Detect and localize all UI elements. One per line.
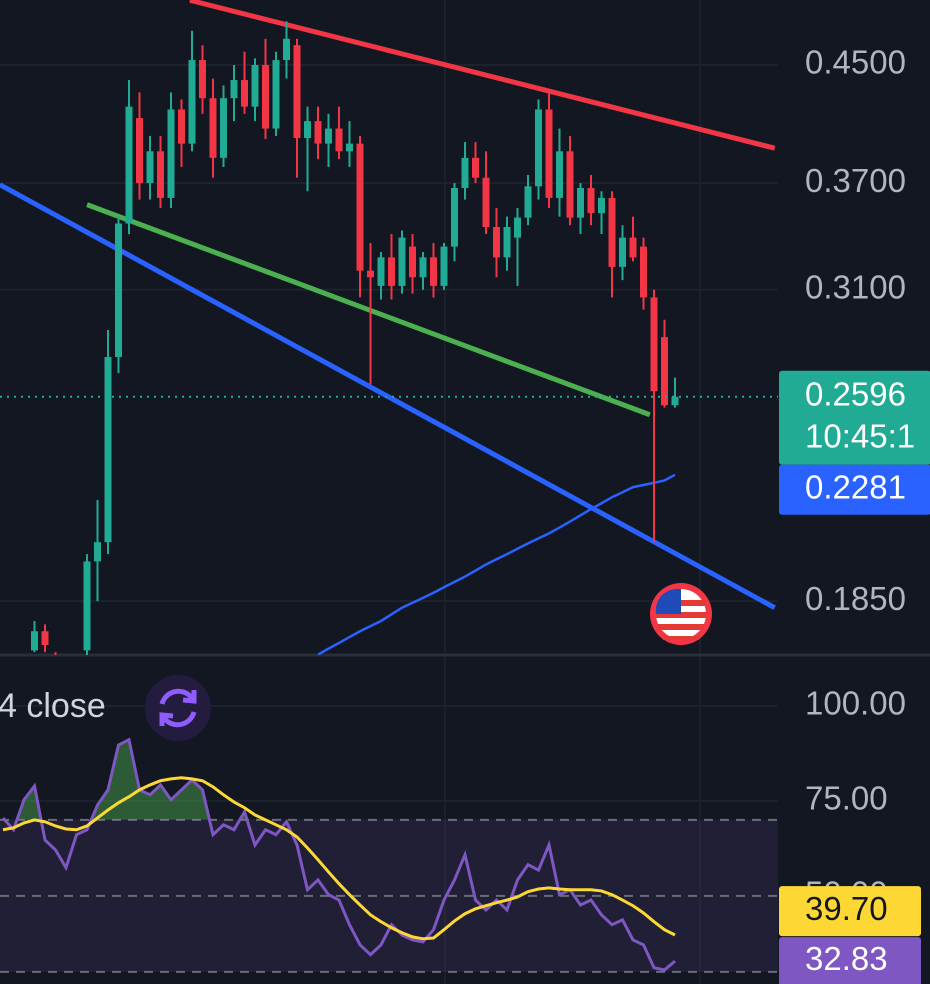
candle-body [503,227,511,258]
candle-body [640,246,647,298]
candle-body [440,246,448,286]
indicator-line [2,776,676,941]
candle-body [167,109,175,198]
candle-body [587,187,595,214]
last-price-label: 0.2596 [805,376,906,413]
candle-body [41,631,49,646]
candle-body [178,109,185,144]
ma-value-box [779,886,921,937]
candle-body [262,64,269,129]
ma-price-label: 0.2281 [805,469,906,506]
indicator-label: 4 close [0,687,106,725]
candle-body [241,80,248,107]
candle-body [209,98,217,158]
candle-body [314,121,322,144]
indicator-line [1,737,676,972]
candle-body [482,177,490,228]
candle-body [514,217,521,238]
candle-body [115,223,122,358]
candle-body [545,109,553,198]
candle-body [325,128,332,144]
candle-body [419,257,427,278]
candle-body [104,357,112,543]
ma-price-box [779,464,930,515]
y-tick-label: 0.1850 [805,580,906,617]
candle-body [335,128,343,152]
candle-body [251,64,259,107]
candle-body [451,187,458,247]
overbought-fill [3,739,248,820]
y-tick-label: 0.3700 [805,162,906,199]
y-tick-label: 75.00 [805,780,888,817]
ma-value-label: 39.70 [805,890,888,927]
candle-body [619,237,626,267]
candle-body [493,227,500,258]
candle-body [346,143,353,152]
candle-body [125,106,133,224]
candle-body [31,631,38,651]
y-tick-label: 0.4500 [805,44,906,81]
countdown-label: 10:45:1 [805,418,915,455]
last-price-box [779,370,930,465]
price-pane [0,0,778,655]
y-tick-label: 100.00 [805,685,906,722]
candle-body [94,542,101,562]
candle-body [293,45,301,139]
candle-body [650,297,658,392]
candle-body [398,237,406,286]
candle-body [188,60,196,144]
trendline [0,182,776,610]
candle-body [356,143,364,271]
rsi-pane [0,704,778,973]
candle-body [472,157,479,178]
rsi-value-box [779,937,921,984]
candle-body [566,151,574,218]
us-flag-event[interactable] [650,583,712,645]
trendline [86,202,651,418]
candle-body [524,186,532,218]
candle-body [629,237,637,258]
candle-body [598,197,605,214]
candle-body [661,337,668,406]
candle-body [146,151,154,184]
candle-body [283,38,290,61]
refresh-button[interactable] [145,675,211,741]
candle-body [367,270,374,278]
candle-body [430,257,437,286]
rsi-value-label: 32.83 [805,940,888,977]
moving-average-line [317,473,676,655]
candle-body [535,109,542,187]
candle-body [388,257,395,286]
candle-body [272,60,280,129]
candle-body [409,246,416,278]
candle-body [199,60,206,99]
candle-body [220,98,227,158]
candle-body [671,396,679,406]
candle-body [556,151,563,198]
candle-body [577,187,584,218]
candle-body [304,121,311,139]
candle-body [136,118,143,184]
candle-body [377,257,385,286]
candle-body [157,151,164,198]
candle-body [608,197,616,267]
candle-body [461,157,469,188]
y-tick-label: 0.3100 [805,269,906,306]
candle-body [83,561,91,651]
price-axis: 0.4500 0.3700 0.3100 0.1850 0.2596 10:45:1 0.2… [779,44,930,984]
candle-body [230,80,238,99]
